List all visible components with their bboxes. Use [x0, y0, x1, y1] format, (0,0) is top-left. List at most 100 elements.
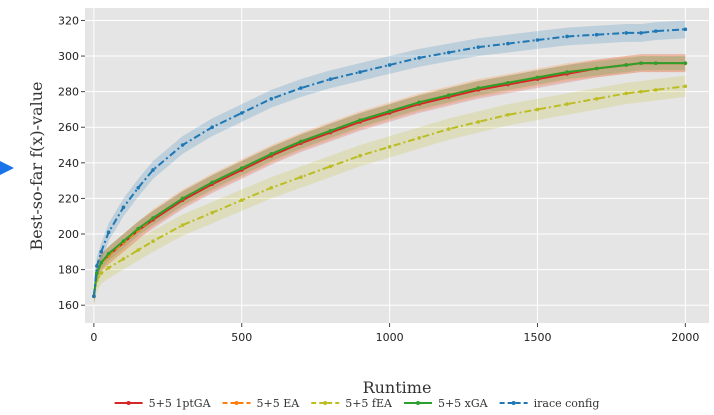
point-irace-config — [535, 38, 540, 42]
y-axis-ticks: 160 180 200 220 240 260 280 300 320 — [58, 14, 85, 312]
plot-area — [85, 8, 709, 323]
point-5-5-xga — [624, 63, 628, 67]
band-5-5-fea — [93, 75, 686, 307]
point-irace-config — [269, 96, 274, 101]
y-tick-label: 160 — [58, 299, 79, 312]
point-5-5-fea — [151, 239, 155, 243]
point-5-5-xga — [210, 180, 214, 185]
point-5-5-fea — [639, 89, 643, 94]
point-5-5-fea — [565, 102, 569, 106]
point-5-5-xga — [506, 80, 510, 85]
point-irace-config — [239, 111, 244, 115]
y-tick-label: 200 — [58, 228, 79, 241]
point-5-5-xga — [683, 61, 688, 65]
point-5-5-fea — [358, 153, 362, 158]
point-irace-config — [653, 29, 658, 33]
legend: 5+5 1ptGA 5+5 EA 5+5 fEA 5+5 xGA irace confi… — [114, 397, 600, 410]
point-irace-config — [476, 45, 481, 49]
point-irace-config — [121, 205, 126, 210]
point-5-5-xga — [121, 239, 126, 243]
point-irace-config — [106, 230, 111, 235]
point-5-5-xga — [387, 109, 392, 114]
x-tick-label: 1000 — [376, 331, 404, 344]
point-5-5-fea — [328, 164, 333, 169]
point-5-5-xga — [565, 70, 569, 74]
point-5-5-fea — [594, 96, 599, 101]
point-5-5-xga — [239, 166, 244, 170]
point-5-5-fea — [417, 136, 421, 140]
point-irace-config — [358, 70, 362, 74]
y-tick-label: 300 — [58, 50, 79, 63]
y-tick-label: 220 — [58, 192, 79, 205]
point-irace-config — [446, 50, 451, 55]
point-irace-config — [95, 264, 99, 268]
x-tick-label: 1500 — [523, 331, 551, 344]
x-axis-ticks: 0 500 1000 1500 2000 — [90, 323, 699, 344]
point-irace-config — [180, 143, 185, 147]
point-5-5-fea — [506, 112, 510, 117]
point-5-5-fea — [387, 145, 392, 149]
point-5-5-xga — [535, 75, 540, 80]
point-irace-config — [299, 86, 303, 90]
legend-marker-5-5-ea — [234, 401, 239, 405]
y-tick-label: 180 — [58, 264, 79, 277]
legend-label-irace-config: irace config — [534, 397, 600, 410]
legend-label-5-5-ea: 5+5 EA — [257, 397, 301, 410]
point-5-5-fea — [239, 198, 244, 203]
point-5-5-fea — [535, 107, 540, 112]
legend-marker-5-5-1ptga — [126, 401, 131, 405]
point-5-5-fea — [210, 210, 214, 215]
point-5-5-xga — [151, 216, 155, 220]
point-irace-config — [417, 56, 421, 60]
point-irace-config — [136, 185, 141, 190]
y-tick-label: 320 — [58, 14, 79, 27]
point-irace-config — [594, 32, 599, 37]
point-5-5-fea — [99, 271, 104, 275]
point-5-5-fea — [476, 120, 481, 124]
point-5-5-fea — [121, 257, 126, 261]
confidence-bands — [93, 20, 686, 307]
point-5-5-fea — [136, 248, 141, 252]
point-5-5-xga — [446, 93, 451, 98]
point-irace-config — [99, 250, 104, 254]
point-5-5-xga — [99, 260, 104, 265]
x-axis-title: Runtime — [363, 378, 432, 397]
point-5-5-xga — [639, 61, 643, 65]
point-5-5-fea — [299, 175, 303, 179]
point-5-5-xga — [417, 100, 421, 105]
point-5-5-xga — [594, 66, 599, 71]
point-irace-config — [565, 34, 569, 39]
point-5-5-xga — [358, 118, 362, 122]
point-5-5-fea — [269, 185, 274, 190]
y-tick-label: 240 — [58, 157, 79, 170]
x-tick-label: 2000 — [671, 331, 699, 344]
y-tick-label: 280 — [58, 86, 79, 99]
legend-marker-5-5-xga — [415, 401, 420, 405]
point-5-5-xga — [476, 86, 481, 90]
point-5-5-xga — [180, 196, 185, 201]
point-5-5-xga — [136, 226, 141, 231]
point-5-5-xga — [106, 251, 111, 256]
series-lines — [92, 27, 688, 299]
band-5-5-xga — [93, 56, 686, 304]
point-5-5-fea — [106, 266, 111, 270]
legend-label-5-5-fea: 5+5 fEA — [345, 397, 393, 410]
point-5-5-fea — [180, 223, 185, 227]
point-irace-config — [624, 31, 628, 35]
point-5-5-fea — [624, 91, 628, 96]
point-irace-config — [683, 27, 688, 32]
point-irace-config — [92, 294, 96, 299]
legend-label-5-5-xga: 5+5 xGA — [438, 397, 489, 410]
point-irace-config — [387, 63, 392, 67]
point-5-5-fea — [653, 88, 658, 92]
x-tick-label: 0 — [90, 331, 97, 344]
point-5-5-xga — [95, 271, 99, 275]
point-5-5-xga — [653, 61, 658, 65]
legend-marker-irace-config — [511, 401, 516, 405]
point-5-5-xga — [328, 128, 333, 133]
legend-marker-5-5-fea — [323, 401, 328, 405]
point-5-5-xga — [299, 139, 303, 144]
x-tick-label: 500 — [231, 331, 252, 344]
point-5-5-fea — [446, 127, 451, 131]
